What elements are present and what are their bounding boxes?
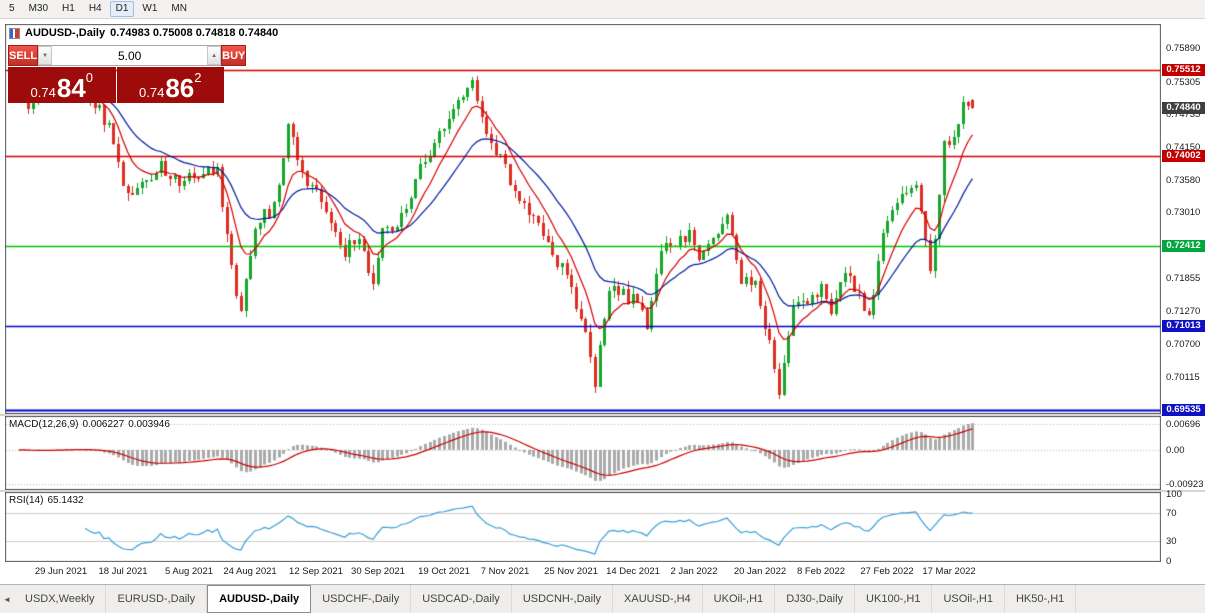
sell-price-sup: 0: [85, 70, 93, 85]
timeframe-button-d1[interactable]: D1: [109, 1, 135, 17]
sell-price-display[interactable]: 0.74 84 0: [8, 67, 116, 103]
price-tag: 0.72412: [1162, 240, 1205, 253]
buy-price-main: 86: [165, 73, 195, 103]
volume-input[interactable]: [52, 46, 208, 65]
price-tag: 0.69535: [1162, 403, 1205, 416]
chart-symbol-label: AUDUSD-,Daily 0.74983 0.75008 0.74818 0.…: [9, 27, 278, 39]
price-scale-label: 0.71855: [1166, 272, 1201, 284]
price-scale-label: 0.70700: [1166, 338, 1201, 350]
timeframe-button-w1[interactable]: W1: [142, 3, 158, 14]
price-tag: 0.74002: [1162, 149, 1205, 162]
rsi-scale-label: 70: [1166, 508, 1177, 520]
chart-tab[interactable]: UK100-,H1: [855, 585, 933, 613]
sell-price-main: 84: [56, 73, 86, 103]
time-axis[interactable]: 29 Jun 2021 18 Jul 2021 5 Aug 2021 24 Aug 2…: [5, 562, 1161, 582]
time-axis-label: 19 Oct 2021: [418, 566, 470, 577]
timeframe-button-mn[interactable]: MN: [171, 3, 187, 14]
chart-tab[interactable]: USDCNH-,Daily: [512, 585, 614, 613]
rsi-indicator-label: RSI(14) 65.1432: [9, 495, 88, 506]
rsi-panel-canvas[interactable]: [5, 492, 1161, 562]
time-axis-label: 18 Jul 2021: [98, 566, 148, 577]
price-tag: 0.74840: [1162, 102, 1205, 115]
rsi-value: 65.1432: [47, 495, 84, 506]
one-click-trading-panel: SELL ▼ ▲ BUY 0.74 84 0 0.74 86 2: [8, 45, 247, 103]
buy-price-prefix: 0.74: [139, 85, 165, 100]
macd-value-2: 0.003946: [128, 419, 170, 430]
chart-window-icon: [9, 27, 20, 39]
timeframe-button-h4[interactable]: H4: [88, 3, 102, 14]
sell-button[interactable]: SELL: [8, 45, 39, 66]
panel-splitter[interactable]: [0, 490, 1205, 492]
rsi-scale-label: 100: [1166, 489, 1182, 500]
time-axis-label: 14 Dec 2021: [606, 566, 660, 577]
rsi-scale-label: 30: [1166, 535, 1177, 547]
macd-scale-label: -0.00923: [1166, 478, 1204, 490]
trade-controls-row: SELL ▼ ▲ BUY: [8, 45, 247, 66]
rsi-scale-label: 0: [1166, 556, 1172, 567]
price-tag: 0.71013: [1162, 319, 1205, 332]
chart-tab[interactable]: USDCAD-,Daily: [411, 585, 512, 613]
time-axis-label: 5 Aug 2021: [164, 566, 214, 577]
price-scale-label: 0.73580: [1166, 174, 1201, 186]
symbol-name: AUDUSD-,Daily: [25, 27, 106, 39]
price-scale-label: 0.73010: [1166, 207, 1201, 219]
chart-tab-bar: ◄ USDX,Weekly EURUSD-,Daily AUDUSD-,Daily U…: [0, 584, 1205, 613]
time-axis-label: 25 Nov 2021: [544, 566, 598, 577]
macd-value-1: 0.006227: [82, 419, 125, 430]
chart-tabs: USDX,Weekly EURUSD-,Daily AUDUSD-,Daily USD…: [14, 585, 1077, 613]
price-scale-label: 0.71270: [1166, 306, 1201, 318]
price-scale-label: 0.74150: [1166, 142, 1201, 154]
rsi-name: RSI(14): [9, 495, 44, 506]
time-axis-label: 12 Sep 2021: [289, 566, 343, 577]
time-axis-label: 27 Feb 2022: [860, 566, 914, 577]
timeframe-button-m30[interactable]: M30: [28, 3, 49, 14]
time-axis-label: 2 Jan 2022: [670, 566, 718, 577]
chart-tab[interactable]: USDX,Weekly: [14, 585, 107, 613]
time-axis-label: 29 Jun 2021: [34, 566, 88, 577]
timeframe-toolbar: 5 M30 H1 H4 D1 W1 MN: [0, 0, 1205, 19]
chart-tab[interactable]: USOil-,H1: [932, 585, 1005, 613]
buy-button[interactable]: BUY: [221, 45, 247, 66]
time-axis-label: 8 Feb 2022: [796, 566, 846, 577]
tab-scroll-left-icon[interactable]: ◄: [3, 594, 11, 604]
time-axis-label: 24 Aug 2021: [223, 566, 277, 577]
macd-scale-label: 0.00: [1166, 444, 1185, 456]
macd-indicator-label: MACD(12,26,9) 0.006227 0.003946: [9, 419, 174, 430]
volume-decrease-icon[interactable]: ▼: [38, 46, 53, 65]
price-scale-label: 0.75890: [1166, 43, 1201, 55]
macd-panel-canvas[interactable]: [5, 416, 1161, 490]
volume-stepper: ▼ ▲: [38, 45, 222, 66]
chart-tab[interactable]: USDCHF-,Daily: [311, 585, 412, 613]
time-axis-label: 7 Nov 2021: [480, 566, 530, 577]
volume-increase-icon[interactable]: ▲: [207, 46, 222, 65]
macd-name: MACD(12,26,9): [9, 419, 79, 430]
chart-tab[interactable]: DJ30-,Daily: [775, 585, 856, 613]
price-scale-label: 0.70115: [1166, 371, 1200, 383]
panel-splitter[interactable]: [0, 414, 1205, 416]
chart-tab[interactable]: UKOil-,H1: [703, 585, 776, 613]
price-tag: 0.75512: [1162, 63, 1205, 76]
chart-tab[interactable]: XAUUSD-,H4: [613, 585, 703, 613]
price-scale[interactable]: 0.75890 0.75305 0.74735 0.74150 0.73580 0.730…: [1162, 19, 1205, 584]
sell-price-prefix: 0.74: [30, 85, 56, 100]
buy-price-sup: 2: [194, 70, 202, 85]
chart-tab[interactable]: HK50-,H1: [1005, 585, 1077, 613]
timeframe-button-h1[interactable]: H1: [62, 3, 75, 14]
time-axis-label: 20 Jan 2022: [733, 566, 787, 577]
chart-tab[interactable]: EURUSD-,Daily: [106, 585, 208, 613]
macd-scale-label: 0.00696: [1166, 419, 1201, 431]
chart-tab[interactable]: AUDUSD-,Daily: [207, 585, 312, 613]
timeframe-button-5[interactable]: 5: [9, 3, 15, 14]
price-scale-label: 0.74735: [1166, 109, 1201, 121]
symbol-ohlc: 0.74983 0.75008 0.74818 0.74840: [110, 27, 279, 39]
price-scale-label: 0.75305: [1166, 76, 1201, 88]
trade-price-row: 0.74 84 0 0.74 86 2: [8, 67, 224, 103]
buy-price-display[interactable]: 0.74 86 2: [116, 67, 224, 103]
time-axis-label: 30 Sep 2021: [351, 566, 405, 577]
time-axis-label: 17 Mar 2022: [922, 566, 976, 577]
